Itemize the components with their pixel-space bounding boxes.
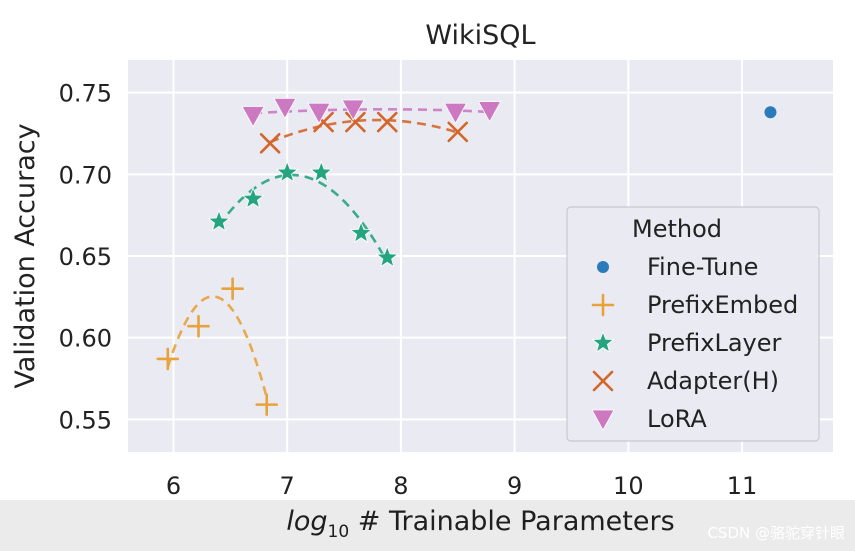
legend-marker-fine-tune: [597, 261, 609, 273]
legend-label-lora: LoRA: [647, 405, 707, 433]
legend-marker-prefixembed: [591, 293, 615, 317]
legend-marker-adapter-h: [592, 370, 614, 392]
point-prefixlayer: [241, 186, 265, 209]
point-lora: [307, 102, 331, 125]
x-axis-label-sub: 10: [328, 522, 350, 542]
fit-curve-adapter-h: [269, 118, 459, 144]
point-lora: [443, 102, 468, 125]
legend-label-prefixlayer: PrefixLayer: [647, 329, 782, 357]
legend-items: Fine-Tune PrefixEmbed PrefixLayer Adapter(H…: [591, 253, 798, 433]
fit-curve-prefixembed: [166, 295, 268, 398]
x-tick-label: 6: [166, 472, 181, 500]
x-axis-label-log: log: [286, 506, 327, 537]
point-prefixembed: [221, 277, 244, 300]
point-lora: [341, 99, 365, 121]
y-axis-label: Validation Accuracy: [10, 123, 41, 388]
point-adapter-h: [259, 133, 281, 154]
point-lora: [241, 106, 265, 128]
chart-title: WikiSQL: [425, 20, 535, 51]
point-adapter-h: [447, 121, 469, 143]
point-fine-tune: [764, 106, 777, 119]
x-tick-label: 11: [727, 472, 758, 500]
point-adapter-h: [345, 111, 366, 133]
y-tick-label: 0.75: [59, 80, 112, 108]
bottom-shade: [0, 500, 855, 551]
x-axis-label: log10 # Trainable Parameters: [286, 506, 674, 542]
point-prefixlayer: [375, 245, 399, 268]
point-prefixembed: [187, 314, 210, 338]
point-lora: [273, 97, 297, 120]
point-prefixlayer: [309, 160, 333, 183]
data-points: [156, 97, 777, 416]
point-lora: [477, 101, 502, 123]
point-adapter-h: [376, 111, 398, 133]
legend-label-prefixembed: PrefixEmbed: [647, 291, 798, 319]
point-prefixlayer: [349, 220, 373, 243]
point-prefixembed: [255, 393, 279, 416]
x-axis-label-rest: # Trainable Parameters: [349, 506, 675, 537]
legend: Method Fine-Tune PrefixEmbed PrefixLayer Ad…: [566, 206, 820, 442]
x-tick-label: 8: [393, 472, 408, 500]
x-tick-label: 9: [507, 472, 522, 500]
legend-marker-prefixlayer: [591, 330, 615, 353]
legend-title: Method: [632, 215, 722, 243]
point-prefixlayer: [207, 209, 231, 232]
legend-label-fine-tune: Fine-Tune: [647, 253, 758, 281]
y-tick-labels: 0.55 0.60 0.65 0.70 0.75: [59, 80, 112, 435]
x-tick-label: 10: [613, 472, 644, 500]
x-tick-labels: 6 7 8 9 10 11: [166, 472, 757, 500]
watermark: CSDN @骆驼穿针眼: [707, 524, 845, 542]
legend-box: [566, 206, 820, 442]
legend-label-adapter-h: Adapter(H): [647, 367, 779, 395]
legend-marker-lora: [591, 409, 615, 431]
y-tick-label: 0.70: [59, 161, 112, 189]
y-tick-label: 0.60: [59, 325, 112, 353]
point-prefixlayer: [275, 160, 299, 183]
y-tick-label: 0.55: [59, 406, 112, 434]
y-tick-label: 0.65: [59, 243, 112, 271]
point-prefixembed: [156, 347, 180, 371]
x-tick-label: 7: [280, 472, 295, 500]
